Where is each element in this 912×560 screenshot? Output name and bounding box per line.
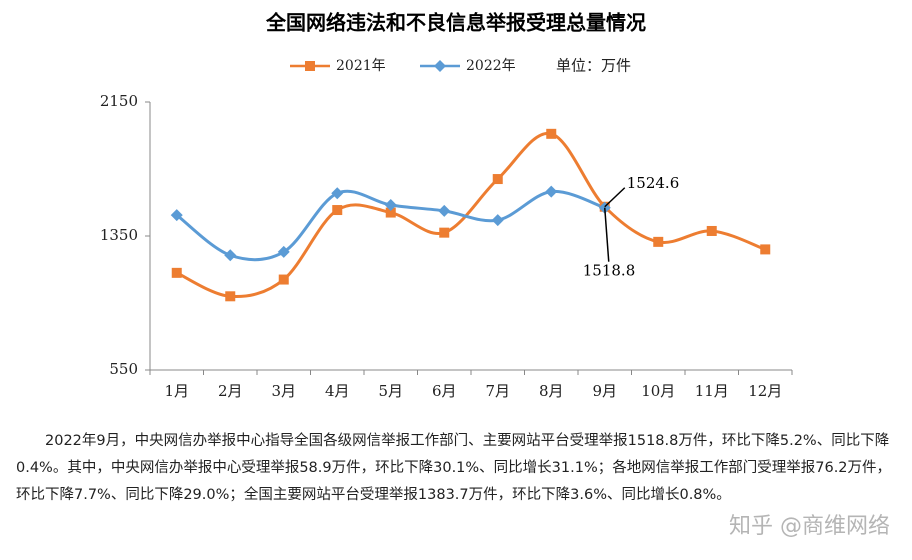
point: [385, 207, 396, 218]
x-tick-label: 8月: [539, 382, 564, 400]
x-tick-label: 9月: [592, 382, 617, 400]
data-label: 1524.6: [627, 174, 680, 192]
point: [331, 187, 344, 200]
label-leader: [604, 187, 626, 208]
point: [170, 209, 183, 222]
point: [332, 205, 343, 216]
data-label: 1518.8: [583, 262, 636, 280]
point: [545, 185, 558, 198]
legend-label: 2022年: [466, 58, 516, 74]
x-tick-label: 10月: [641, 382, 675, 400]
y-tick-label: 1350: [100, 226, 138, 244]
x-tick-label: 3月: [271, 382, 296, 400]
x-tick-label: 7月: [485, 382, 510, 400]
x-tick-label: 12月: [748, 382, 782, 400]
point: [491, 214, 504, 227]
label-leader: [604, 207, 610, 262]
x-tick-label: 2月: [218, 382, 243, 400]
point: [653, 236, 664, 247]
unit-label: 单位：万件: [556, 57, 631, 75]
point: [438, 204, 451, 217]
watermark: 知乎 @商维网络: [729, 514, 890, 539]
paragraph: 2022年9月，中央网信办举报中心指导全国各级网信举报工作部门、主要网站平台受理…: [16, 433, 892, 503]
point: [277, 245, 290, 258]
point: [225, 291, 236, 302]
point: [492, 174, 503, 185]
point: [384, 199, 397, 212]
x-tick-label: 1月: [164, 382, 189, 400]
point: [224, 249, 237, 262]
point: [546, 128, 557, 139]
point: [706, 225, 717, 236]
legend-marker: [434, 60, 446, 72]
x-tick-label: 11月: [695, 382, 729, 400]
point: [439, 227, 450, 238]
point: [760, 244, 771, 255]
point: [278, 274, 289, 285]
chart-title: 全国网络违法和不良信息举报受理总量情况: [265, 11, 646, 35]
x-tick-label: 4月: [325, 382, 350, 400]
chart: 全国网络违法和不良信息举报受理总量情况 2021年 2022年 单位：万件 550 13…: [100, 11, 793, 400]
x-tick-label: 6月: [432, 382, 457, 400]
legend-label: 2021年: [336, 58, 386, 74]
y-tick-label: 550: [109, 360, 138, 378]
point: [171, 267, 182, 278]
series-line: [176, 132, 766, 298]
x-tick-label: 5月: [378, 382, 403, 400]
y-tick-label: 2150: [100, 92, 138, 110]
legend-marker: [305, 61, 315, 71]
